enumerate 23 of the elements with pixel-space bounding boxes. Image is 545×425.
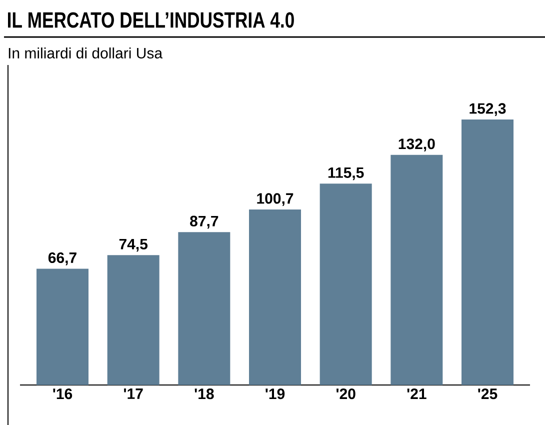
x-tick-label: '17	[124, 388, 143, 399]
x-tick-label: '20	[336, 388, 356, 400]
data-label: 74,5	[119, 238, 148, 252]
data-label: 87,7	[190, 216, 218, 229]
bar	[107, 255, 160, 385]
data-label: 66,7	[48, 252, 76, 266]
chart-title: IL MERCATO DELL’INDUSTRIA 4.0	[8, 12, 294, 28]
bar	[462, 120, 514, 385]
chart-subtitle: In miliardi di dollari Usa	[8, 47, 163, 58]
bar	[320, 184, 372, 385]
x-tick-label: '19	[266, 388, 285, 400]
bar	[36, 268, 88, 385]
x-tick-label: '21	[407, 388, 426, 400]
bar	[178, 232, 230, 385]
data-label: 115,5	[328, 167, 364, 180]
data-label: 100,7	[257, 193, 294, 206]
bar	[249, 209, 302, 385]
data-label: 152,3	[470, 103, 506, 116]
bar	[390, 154, 443, 385]
x-tick-label: '25	[478, 388, 498, 400]
x-tick-label: '18	[194, 388, 214, 400]
data-label: 132,0	[398, 138, 435, 152]
x-tick-label: '16	[53, 388, 72, 400]
